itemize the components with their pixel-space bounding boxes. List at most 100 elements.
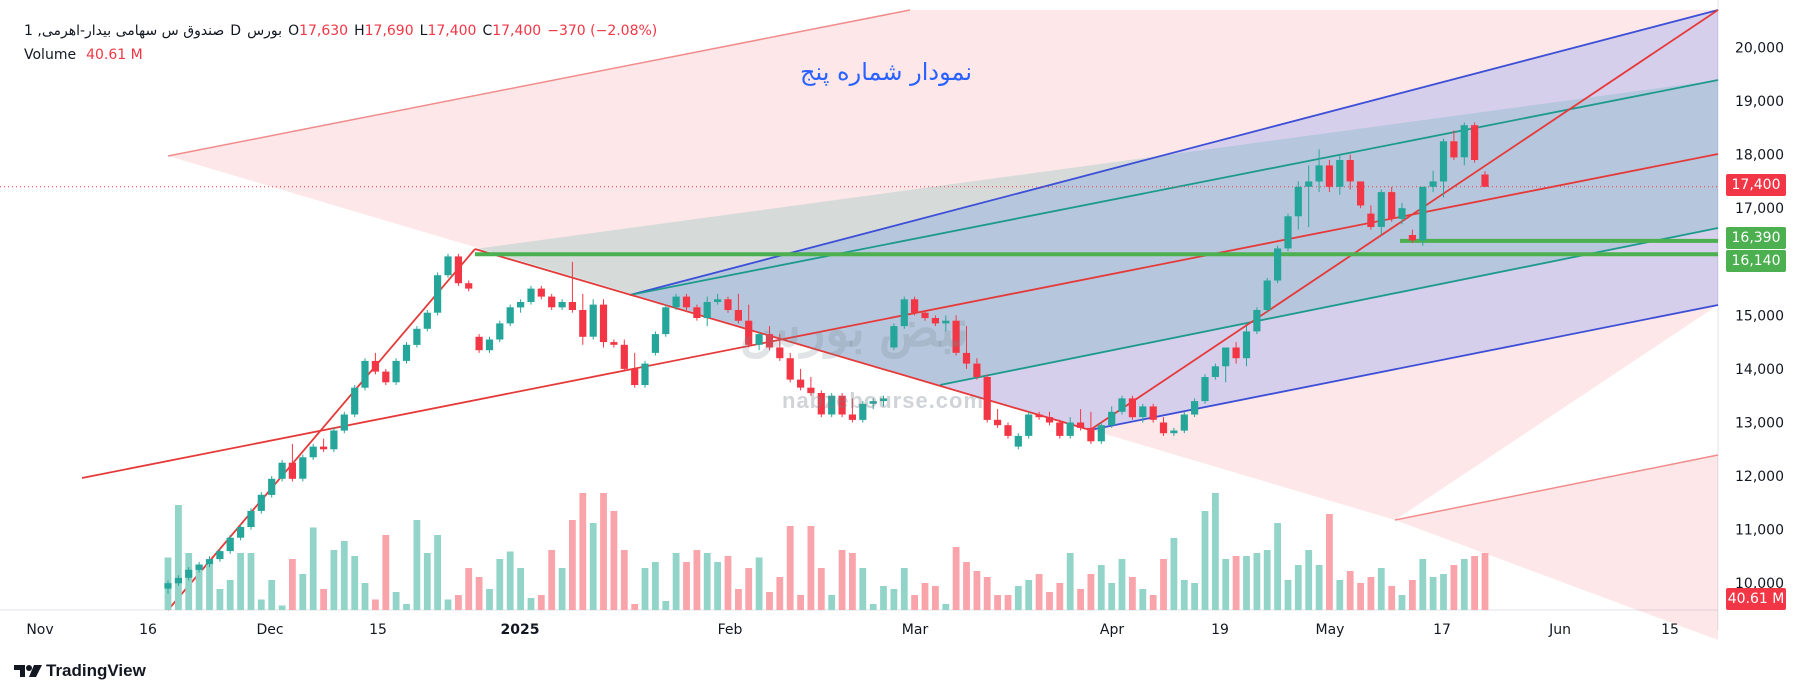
candle-body bbox=[1180, 414, 1188, 431]
volume-bar bbox=[942, 604, 950, 610]
candle-body bbox=[714, 299, 722, 302]
candle-body bbox=[1419, 186, 1427, 241]
candle-body bbox=[776, 347, 784, 359]
candle-body bbox=[828, 395, 836, 415]
time-tick-label: Jun bbox=[1548, 622, 1571, 638]
volume-bar bbox=[828, 595, 836, 610]
volume-bar bbox=[548, 550, 556, 610]
candle-body bbox=[402, 344, 411, 361]
candle-body bbox=[1170, 430, 1178, 434]
open-value: 17,630 bbox=[299, 23, 349, 39]
volume-label[interactable]: Volume bbox=[24, 47, 77, 63]
volume-bar bbox=[1222, 559, 1230, 610]
exchange-label: بورس bbox=[247, 23, 283, 39]
symbol-name[interactable]: 1 ,صندوق س سهامی بیدار-اهرمی bbox=[24, 23, 225, 39]
volume-bar bbox=[1025, 580, 1033, 610]
volume-bar bbox=[610, 511, 618, 610]
volume-bar bbox=[1305, 550, 1313, 610]
volume-bar bbox=[880, 586, 887, 610]
volume-bar bbox=[911, 595, 918, 610]
candle-body bbox=[786, 358, 794, 380]
candle-body bbox=[1139, 406, 1147, 418]
volume-bar bbox=[1129, 577, 1136, 610]
candle-body bbox=[931, 318, 939, 324]
candle-body bbox=[1242, 331, 1251, 359]
volume-bar bbox=[1180, 580, 1188, 610]
close-label: C bbox=[482, 23, 493, 39]
chart-annotation-title: نمودار شماره پنج bbox=[800, 58, 973, 86]
time-tick-label: 17 bbox=[1433, 622, 1451, 638]
volume-bar bbox=[1004, 595, 1012, 610]
volume-bar bbox=[1367, 577, 1375, 610]
volume-bar bbox=[320, 589, 327, 610]
volume-bar bbox=[641, 568, 649, 610]
volume-bar bbox=[1191, 583, 1198, 610]
candle-body bbox=[1035, 414, 1043, 418]
volume-bar bbox=[1243, 556, 1250, 610]
time-tick-label: Mar bbox=[902, 622, 929, 638]
volume-bar bbox=[237, 553, 244, 610]
candle-body bbox=[942, 320, 950, 324]
volume-bar bbox=[1087, 574, 1095, 610]
volume-bar bbox=[486, 589, 493, 610]
candle-body bbox=[268, 478, 276, 495]
candle-body bbox=[1232, 347, 1240, 359]
volume-bar bbox=[185, 553, 193, 610]
tradingview-footer[interactable]: TradingView bbox=[14, 661, 146, 681]
volume-bar bbox=[703, 553, 711, 610]
candle-body bbox=[1429, 181, 1437, 187]
candle-body bbox=[745, 320, 753, 345]
candle-body bbox=[1284, 216, 1292, 249]
volume-bar bbox=[869, 604, 877, 610]
volume-bar bbox=[1357, 583, 1364, 610]
volume-bar bbox=[372, 599, 379, 610]
volume-bar bbox=[714, 562, 721, 610]
candle-body bbox=[434, 275, 442, 313]
candle-body bbox=[1294, 186, 1302, 217]
price-tick-label: 12,000 bbox=[1735, 469, 1784, 485]
candle-body bbox=[320, 446, 328, 450]
candle-body bbox=[558, 302, 566, 308]
candle-body bbox=[1388, 192, 1396, 219]
candle-body bbox=[797, 379, 805, 388]
candle-body bbox=[579, 310, 587, 337]
volume-bar bbox=[932, 586, 939, 610]
volume-bar bbox=[537, 595, 545, 610]
volume-bar bbox=[1429, 577, 1437, 610]
candle-body bbox=[890, 326, 898, 348]
volume-bar bbox=[900, 568, 908, 610]
candle-body bbox=[952, 320, 960, 353]
candle-body bbox=[765, 334, 774, 348]
price-tick-label: 14,000 bbox=[1735, 362, 1784, 378]
volume-bar bbox=[849, 553, 856, 610]
candle-body bbox=[703, 302, 711, 319]
price-tick-label: 11,000 bbox=[1735, 523, 1784, 539]
candle-body bbox=[485, 339, 494, 351]
candle-body bbox=[1367, 213, 1375, 227]
volume-bar bbox=[1481, 553, 1489, 610]
candle-body bbox=[1128, 398, 1136, 418]
candle-body bbox=[454, 256, 462, 284]
candle-body bbox=[1191, 401, 1199, 415]
volume-bar bbox=[1377, 568, 1385, 610]
volume-bar bbox=[672, 553, 680, 610]
candle-body bbox=[631, 368, 639, 385]
candle-body bbox=[361, 360, 369, 388]
ohlc-legend: 1 ,صندوق س سهامی بیدار-اهرمی D بورس O17,… bbox=[24, 23, 657, 39]
volume-bar bbox=[921, 583, 929, 610]
volume-bar bbox=[558, 568, 566, 610]
volume-bar bbox=[1118, 559, 1126, 610]
last-price-label: 17,400 bbox=[1726, 174, 1786, 196]
volume-bar bbox=[216, 589, 224, 610]
volume-bar bbox=[745, 568, 753, 610]
candle-body bbox=[351, 387, 359, 415]
candle-body bbox=[1222, 347, 1230, 367]
volume-bar bbox=[403, 604, 410, 610]
volume-bar bbox=[838, 550, 846, 610]
volume-bar bbox=[631, 604, 639, 610]
candle-body bbox=[589, 304, 597, 337]
volume-bar bbox=[257, 599, 265, 610]
candle-body bbox=[185, 569, 193, 578]
